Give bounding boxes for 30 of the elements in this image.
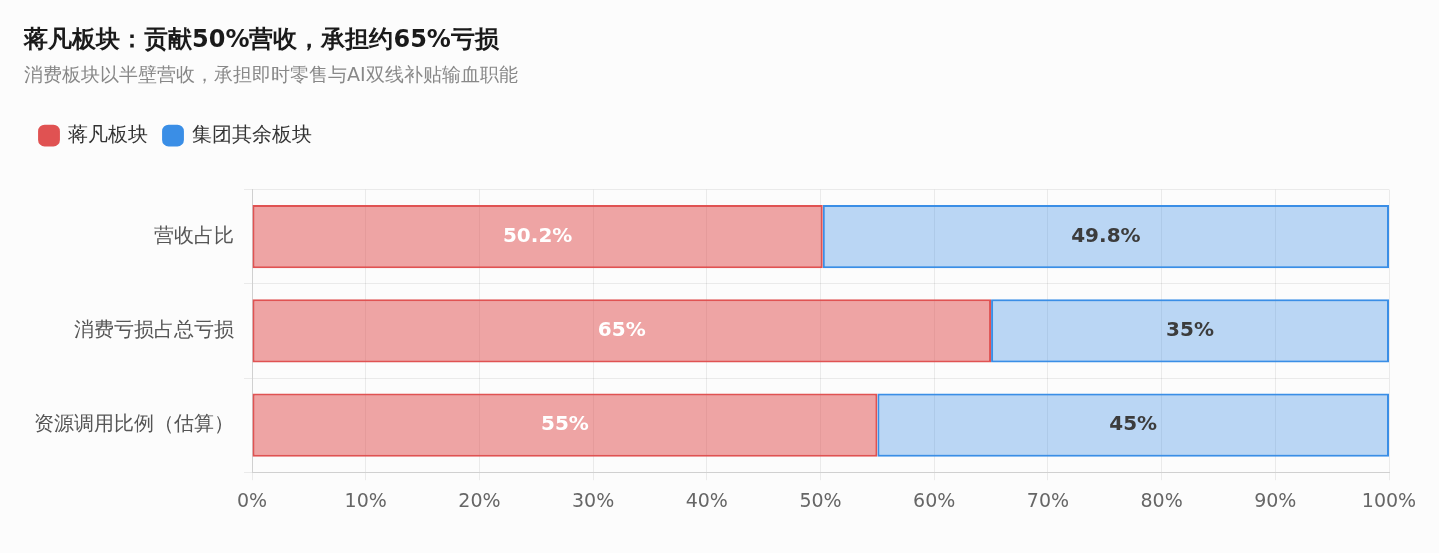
x-tick-label: 0% — [236, 488, 268, 511]
bar — [252, 393, 878, 457]
bar — [252, 205, 823, 269]
x-tick-label: 30% — [571, 488, 615, 511]
x-tick-label: 80% — [1140, 488, 1183, 511]
x-tick-label: 90% — [1254, 488, 1297, 511]
legend-label: 蒋凡板块 — [68, 121, 148, 146]
y-tick-label: 消费亏损占总亏损 — [74, 317, 234, 342]
data-label: 50.2% — [502, 222, 573, 247]
bar — [877, 393, 1389, 457]
data-label: 35% — [1166, 317, 1214, 342]
chart-title: 蒋凡板块：贡献50%营收，承担约65%亏损 — [23, 24, 500, 53]
data-label: 49.8% — [1071, 222, 1141, 247]
data-label: 55% — [540, 411, 589, 436]
bar — [822, 205, 1389, 269]
chart-subtitle: 消费板块以半壁营收，承担即时零售与AI双线补贴输血职能 — [24, 63, 518, 86]
x-tick-label: 40% — [685, 488, 728, 511]
bar — [991, 299, 1389, 363]
data-label: 45% — [1109, 411, 1158, 436]
y-tick-label: 资源调用比例（估算） — [34, 411, 234, 436]
data-label: 65% — [597, 317, 646, 342]
x-tick-label: 70% — [1026, 488, 1070, 511]
y-tick-label: 营收占比 — [154, 222, 234, 247]
x-tick-label: 20% — [458, 488, 501, 511]
x-tick-label: 50% — [799, 488, 842, 511]
bar — [252, 299, 992, 363]
x-tick-label: 10% — [344, 488, 387, 511]
legend-label: 集团其余板块 — [192, 121, 312, 146]
x-tick-label: 60% — [913, 488, 956, 511]
x-tick-label: 100% — [1361, 488, 1417, 511]
